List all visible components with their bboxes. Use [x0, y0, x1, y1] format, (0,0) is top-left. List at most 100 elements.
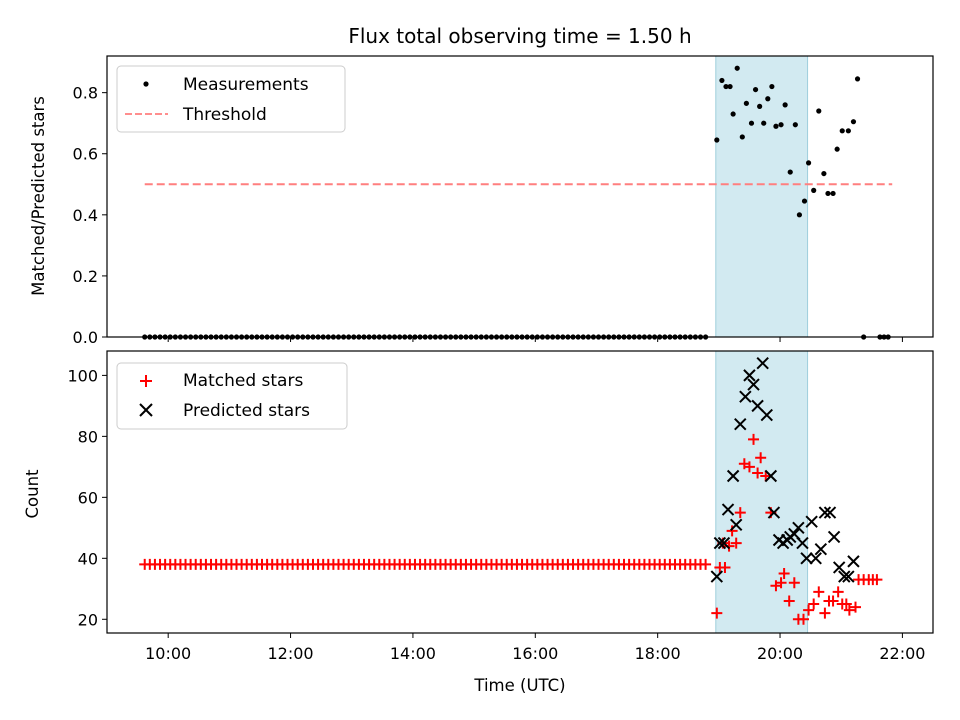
matched-star-point — [808, 598, 820, 610]
legend-threshold-label: Threshold — [182, 105, 267, 125]
y-tick-label: 0.0 — [73, 328, 98, 347]
measurement-point — [743, 100, 749, 106]
legend-measurements-marker — [143, 81, 149, 87]
predicted-star-point — [805, 515, 818, 528]
legend-matched-label: Matched stars — [183, 371, 303, 391]
measurement-point — [854, 76, 861, 82]
matched-star-point — [788, 577, 800, 589]
bottom-legend: Matched stars Predicted stars — [116, 362, 348, 430]
matched-star-point — [840, 598, 852, 610]
matched-star-point — [723, 540, 735, 552]
predicted-star-point — [717, 536, 731, 550]
matched-star-point — [734, 507, 746, 519]
figure-title: Flux total observing time = 1.50 h — [348, 24, 691, 48]
matched-star-point — [775, 577, 787, 589]
predicted-star-point — [823, 506, 837, 519]
matched-star-point — [743, 461, 755, 473]
bottom-ylabel: Count — [23, 469, 42, 519]
predicted-star-point — [747, 378, 760, 391]
predicted-star-point — [721, 503, 735, 516]
axes-frame — [106, 350, 934, 634]
matched-star-point — [797, 613, 809, 625]
predicted-star-point — [764, 469, 778, 483]
y-tick-label: 0.6 — [73, 145, 98, 164]
matched-star-point — [730, 537, 742, 549]
predicted-star-point — [847, 555, 860, 568]
matched-star-point — [803, 604, 815, 616]
top-plot-area: 0.0 0.2 0.4 0.6 0.8 — [73, 55, 934, 347]
matched-star-point — [783, 595, 795, 607]
y-tick-label: 0.4 — [73, 206, 98, 225]
bottom-legend-frame — [116, 362, 348, 430]
predicted-star-point — [713, 536, 727, 550]
y-tick-label: 20 — [78, 610, 98, 629]
predicted-star-point — [726, 469, 740, 483]
measurement-point — [801, 198, 808, 204]
matched-star-point — [849, 601, 861, 613]
measurement-point — [796, 212, 803, 218]
y-tick-label: 40 — [78, 549, 98, 568]
y-tick-label: 80 — [78, 427, 98, 446]
measurement-point — [727, 83, 733, 90]
measurement-point — [765, 96, 771, 102]
matched-star-point — [711, 607, 723, 619]
matched-star-point — [726, 525, 738, 537]
measurement-point — [805, 160, 812, 166]
observing-window-span — [715, 55, 809, 338]
axes-frame — [106, 55, 934, 338]
predicted-star-point — [827, 530, 841, 544]
predicted-star-point — [729, 518, 743, 531]
x-tick-label: 22:00 — [879, 644, 925, 663]
measurement-point — [739, 134, 745, 140]
predicted-star-point — [743, 369, 756, 382]
predicted-star-point — [760, 408, 773, 422]
matched-star-point — [752, 467, 764, 479]
predicted-star-point — [710, 570, 724, 583]
predicted-star-point — [767, 506, 781, 519]
measurement-point — [734, 65, 740, 71]
bottom-xlabel: Time (UTC) — [473, 676, 565, 695]
top-ylabel: Matched/Predicted stars — [29, 96, 48, 296]
matched-star-point — [819, 607, 831, 619]
bottom-plot-area: 20 40 60 80 100 10:00 12:00 14:00 16:00 18:00 20:0… — [67, 350, 934, 663]
matched-star-point — [843, 604, 855, 616]
measurement-point — [714, 137, 720, 143]
measurement-point — [719, 77, 725, 84]
matched-star-point — [748, 433, 760, 445]
y-tick-label: 100 — [67, 366, 98, 385]
measurement-point — [825, 190, 831, 197]
matched-star-point — [778, 568, 790, 580]
measurement-point — [778, 122, 784, 128]
measurement-point — [839, 128, 845, 134]
measurement-point — [752, 86, 759, 93]
matched-star-point — [871, 574, 883, 586]
measurement-point — [761, 120, 767, 126]
matched-star-point — [700, 558, 712, 570]
measurement-point — [748, 120, 755, 126]
bottom-axes: 20 40 60 80 100 10:00 12:00 14:00 16:00 18:00 20:0… — [23, 350, 934, 695]
predicted-star-point — [814, 542, 828, 556]
legend-matched-marker — [140, 375, 152, 387]
measurement-point — [757, 103, 763, 109]
top-legend-frame — [116, 65, 346, 133]
predicted-star-point — [809, 552, 822, 565]
matched-star-point — [813, 586, 825, 598]
x-tick-label: 18:00 — [635, 644, 681, 663]
matched-star-point — [760, 470, 772, 482]
measurement-point — [773, 123, 779, 129]
predicted-star-point — [842, 570, 855, 583]
top-legend: Measurements Threshold — [116, 65, 346, 133]
x-tick-label: 16:00 — [512, 644, 558, 663]
measurement-point — [821, 170, 827, 177]
measurement-point — [792, 122, 798, 128]
y-tick-label: 0.2 — [73, 267, 98, 286]
observing-window-span — [715, 350, 809, 634]
top-axes: 0.00.20.40.60.8 Matched/Predicted stars … — [29, 55, 934, 347]
legend-predicted-label: Predicted stars — [183, 401, 310, 421]
x-tick-label: 20:00 — [757, 644, 803, 663]
measurement-point — [723, 83, 729, 90]
measurement-point — [850, 119, 857, 125]
predicted-star-point — [734, 417, 747, 431]
x-tick-label: 10:00 — [145, 644, 191, 663]
